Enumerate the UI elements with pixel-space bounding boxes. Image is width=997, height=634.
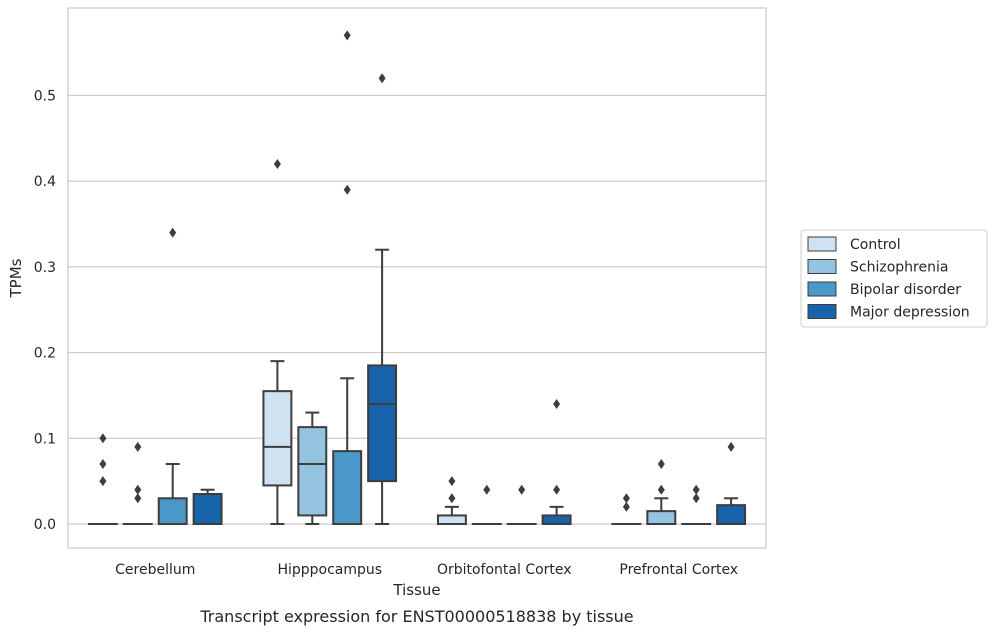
outlier-point [134, 441, 142, 452]
outlier-point [518, 484, 526, 495]
legend-swatch [807, 304, 837, 319]
outlier-point [692, 484, 700, 495]
outlier-point [692, 493, 700, 504]
outlier-point [99, 459, 107, 469]
box-plot-series [87, 30, 747, 526]
box [297, 426, 328, 517]
y-tick-labels: 0.0 0.1 0.2 0.3 0.4 0.5 [34, 88, 56, 533]
y-tick-label: 0.5 [34, 88, 56, 104]
box [262, 390, 293, 487]
box [367, 364, 398, 483]
box [436, 514, 467, 526]
y-axis-label: TPMs [7, 258, 25, 298]
outlier-point [134, 484, 142, 495]
box-group [436, 476, 467, 526]
box-group [716, 441, 747, 525]
legend: Control Schizophrenia Bipolar disorder Majo… [800, 229, 988, 328]
outlier-point [727, 441, 735, 452]
box-group [367, 73, 398, 525]
outlier-point [553, 484, 561, 495]
y-tick-label: 0.4 [34, 174, 56, 190]
outlier-point [343, 184, 351, 195]
y-tick-label: 0.3 [34, 260, 56, 276]
outlier-point [448, 493, 456, 504]
outlier-point [622, 501, 630, 512]
legend-label: Schizophrenia [850, 260, 948, 276]
legend-swatch [807, 259, 837, 274]
box-group [262, 159, 293, 525]
box-group [297, 411, 328, 525]
outlier-point [273, 159, 281, 169]
x-tick-label: Orbitofontal Cortex [437, 562, 572, 578]
outlier-point [553, 399, 561, 409]
x-tick-label: Cerebellum [115, 562, 195, 578]
x-axis-label: Tissue [392, 581, 440, 599]
y-tick-label: 0.1 [34, 431, 56, 447]
legend-label: Control [850, 237, 901, 253]
box-group [541, 399, 572, 526]
x-tick-label: Hipppocampus [277, 562, 382, 578]
box-group [646, 459, 677, 525]
outlier-point [134, 493, 142, 504]
box [541, 514, 572, 526]
outlier-point [99, 433, 107, 444]
box-group [611, 493, 642, 526]
outlier-point [99, 476, 107, 487]
legend-frame [800, 229, 988, 328]
x-tick-labels: Cerebellum Hipppocampus Orbitofontal Corte… [115, 562, 738, 578]
outlier-point [448, 476, 456, 487]
box-group [87, 433, 118, 526]
box [192, 493, 223, 525]
box-group [332, 30, 363, 525]
outlier-point [378, 73, 386, 84]
plot-area-frame [67, 7, 767, 549]
legend-label: Major depression [850, 305, 970, 321]
chart-caption: Transcript expression for ENST0000051883… [199, 607, 633, 626]
box-group [157, 227, 188, 525]
outlier-point [343, 30, 351, 41]
box [157, 497, 188, 525]
x-tick-label: Prefrontal Cortex [619, 562, 738, 578]
legend-label: Bipolar disorder [850, 282, 961, 298]
y-tick-label: 0.0 [34, 517, 56, 533]
box-group [681, 484, 712, 526]
box [332, 450, 363, 525]
outlier-point [483, 484, 491, 495]
box [646, 510, 677, 525]
outlier-point [169, 227, 177, 238]
outlier-point [657, 484, 665, 495]
legend-swatch [807, 281, 837, 297]
outlier-point [657, 459, 665, 469]
box-group [506, 484, 537, 526]
box [716, 504, 747, 525]
outlier-point [622, 493, 630, 504]
box-group [192, 488, 223, 525]
box-group [122, 441, 153, 526]
box-group [471, 484, 502, 526]
y-tick-label: 0.2 [34, 346, 56, 362]
legend-swatch [807, 236, 837, 252]
